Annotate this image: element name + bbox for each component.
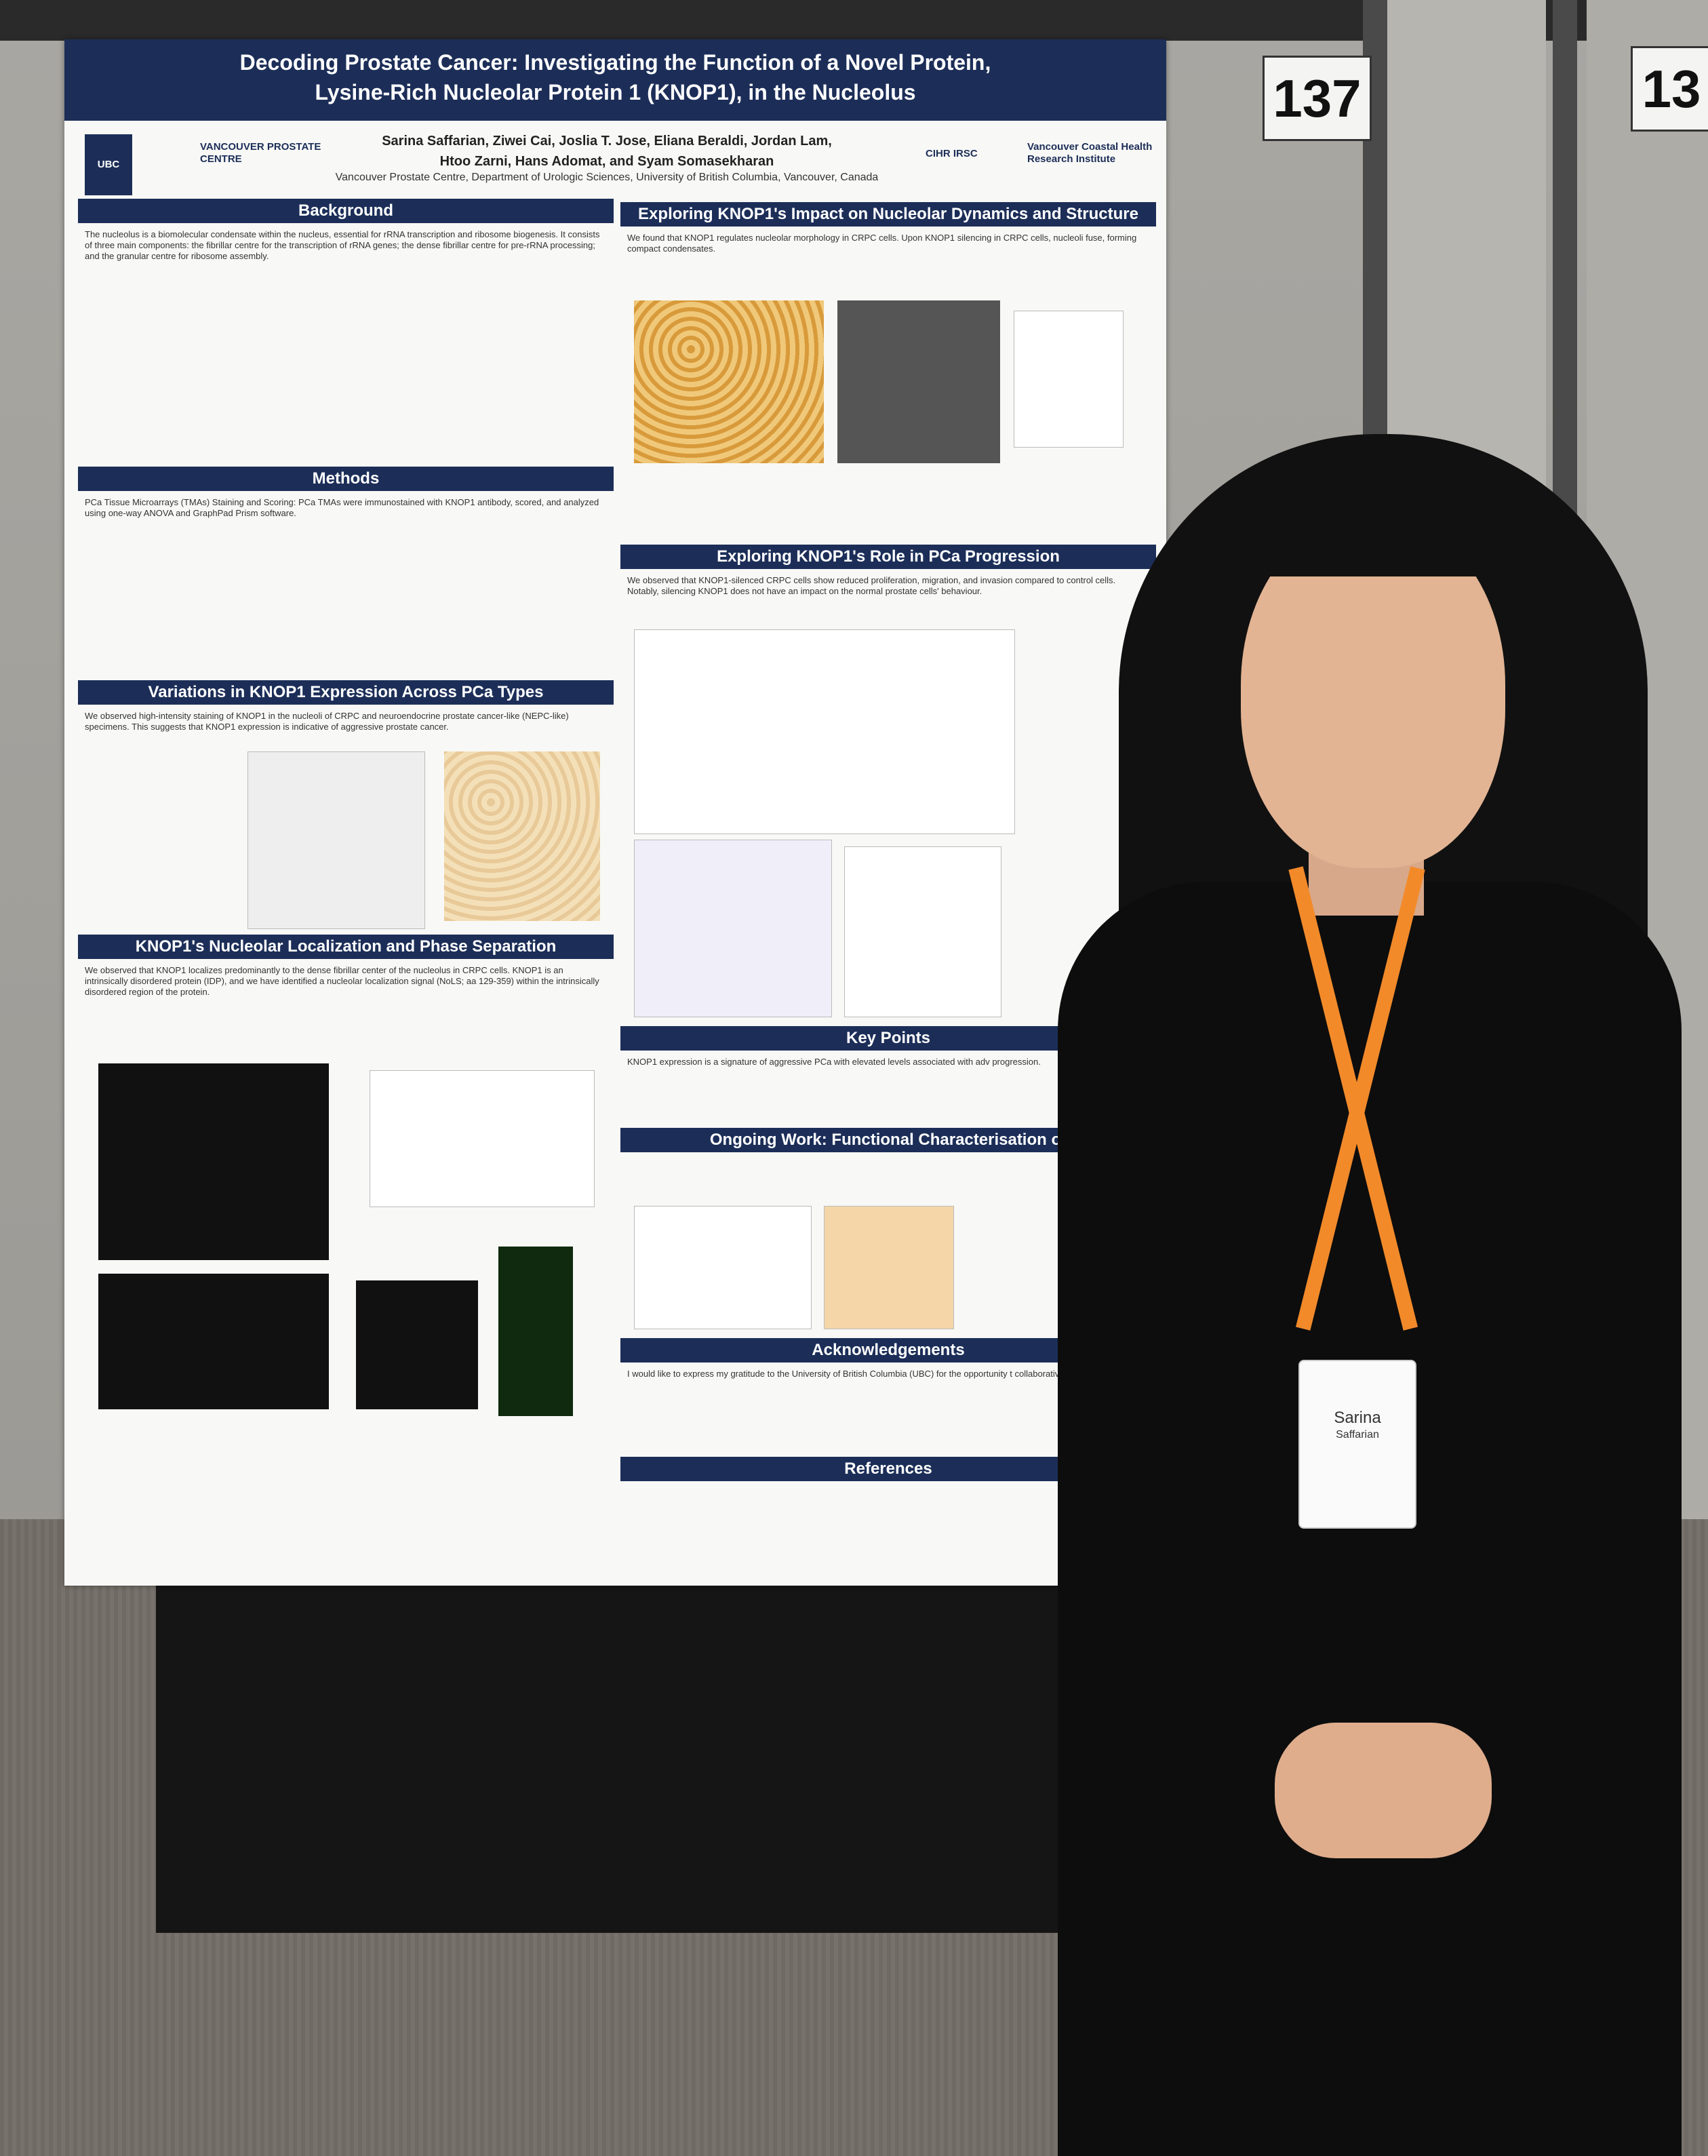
section-background-header: Background [78, 199, 614, 223]
section-localization-header: KNOP1's Nucleolar Localization and Phase… [78, 935, 614, 959]
go-enrichment-figure [824, 1206, 954, 1329]
transwell-figure [634, 840, 832, 1017]
keypoints-text: KNOP1 expression is a signature of aggre… [627, 1057, 1041, 1067]
ack-text: I would like to express my gratitude to … [627, 1369, 1118, 1379]
poster-authors: Sarina Saffarian, Ziwei Cai, Joslia T. J… [382, 134, 832, 169]
intensity-scatter-figure [247, 751, 425, 929]
poster-title: Decoding Prostate Cancer: Investigating … [239, 50, 991, 104]
nucleolar-text: We found that KNOP1 regulates nucleolar … [627, 233, 1137, 254]
vpc-logo: VANCOUVER PROSTATE CENTRE [200, 141, 321, 165]
person-bangs [1227, 475, 1519, 576]
research-poster: Decoding Prostate Cancer: Investigating … [64, 39, 1166, 1586]
variations-text: We observed high-intensity staining of K… [85, 711, 569, 732]
person-hands [1275, 1723, 1492, 1858]
gfp-knop1-figure [98, 1274, 329, 1409]
immunofluorescence-figure [98, 1063, 329, 1260]
migration-bar-figure [844, 846, 1001, 1017]
volcano-plot-figure [634, 1206, 812, 1329]
section-variations-header: Variations in KNOP1 Expression Across PC… [78, 680, 614, 705]
poster-banner: Decoding Prostate Cancer: Investigating … [64, 39, 1166, 121]
table-skirt [156, 1553, 1105, 1933]
rna-droplet-figure [498, 1247, 573, 1416]
section-methods-header: Methods [78, 467, 614, 491]
western-blot-figure [1014, 311, 1124, 448]
booth-number-card: 13 [1631, 46, 1708, 132]
booth-number-card: 137 [1263, 56, 1372, 141]
silver-stain-figure [634, 300, 824, 463]
poster-affiliation: Vancouver Prostate Centre, Department of… [335, 172, 879, 183]
vch-logo: Vancouver Coastal Health Research Instit… [1027, 141, 1153, 165]
proliferation-curves-figure [634, 629, 1015, 834]
tissue-stain-figure [444, 751, 600, 921]
ubc-logo: UBC [85, 134, 132, 195]
tem-figure [837, 300, 1000, 463]
localization-text: We observed that KNOP1 localizes predomi… [85, 965, 599, 997]
name-badge: Sarina Saffarian [1298, 1360, 1416, 1529]
iupred-plot [370, 1070, 595, 1207]
section-nucleolar-header: Exploring KNOP1's Impact on Nucleolar Dy… [620, 202, 1156, 227]
background-text: The nucleolus is a biomolecular condensa… [85, 229, 600, 261]
badge-last-name: Saffarian [1336, 1429, 1379, 1440]
progression-text: We observed that KNOP1-silenced CRPC cel… [627, 575, 1116, 596]
badge-first-name: Sarina [1334, 1409, 1381, 1427]
cihr-logo: CIHR IRSC [926, 148, 978, 159]
llps-figure [356, 1280, 478, 1409]
section-progression-header: Exploring KNOP1's Role in PCa Progressio… [620, 545, 1156, 569]
methods-text: PCa Tissue Microarrays (TMAs) Staining a… [85, 497, 599, 518]
